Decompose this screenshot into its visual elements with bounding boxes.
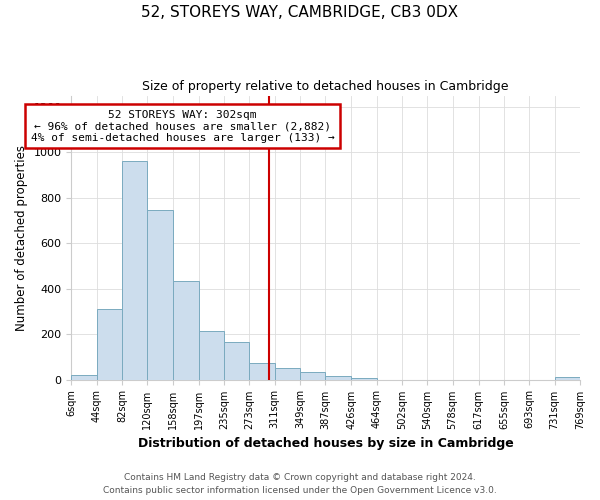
Bar — [148, 210, 173, 380]
X-axis label: Distribution of detached houses by size in Cambridge: Distribution of detached houses by size … — [138, 437, 514, 450]
Bar — [122, 162, 148, 380]
Text: 52 STOREYS WAY: 302sqm
← 96% of detached houses are smaller (2,882)
4% of semi-d: 52 STOREYS WAY: 302sqm ← 96% of detached… — [31, 110, 335, 143]
Bar — [275, 368, 300, 380]
Bar — [97, 309, 122, 380]
Bar — [173, 280, 199, 380]
Bar — [199, 330, 224, 380]
Bar — [224, 342, 250, 380]
Y-axis label: Number of detached properties: Number of detached properties — [15, 144, 28, 330]
Bar — [300, 372, 325, 380]
Bar — [554, 378, 580, 380]
Bar — [71, 375, 97, 380]
Bar — [352, 378, 377, 380]
Title: Size of property relative to detached houses in Cambridge: Size of property relative to detached ho… — [142, 80, 509, 93]
Text: Contains HM Land Registry data © Crown copyright and database right 2024.
Contai: Contains HM Land Registry data © Crown c… — [103, 474, 497, 495]
Bar — [325, 376, 352, 380]
Bar — [250, 362, 275, 380]
Text: 52, STOREYS WAY, CAMBRIDGE, CB3 0DX: 52, STOREYS WAY, CAMBRIDGE, CB3 0DX — [142, 5, 458, 20]
